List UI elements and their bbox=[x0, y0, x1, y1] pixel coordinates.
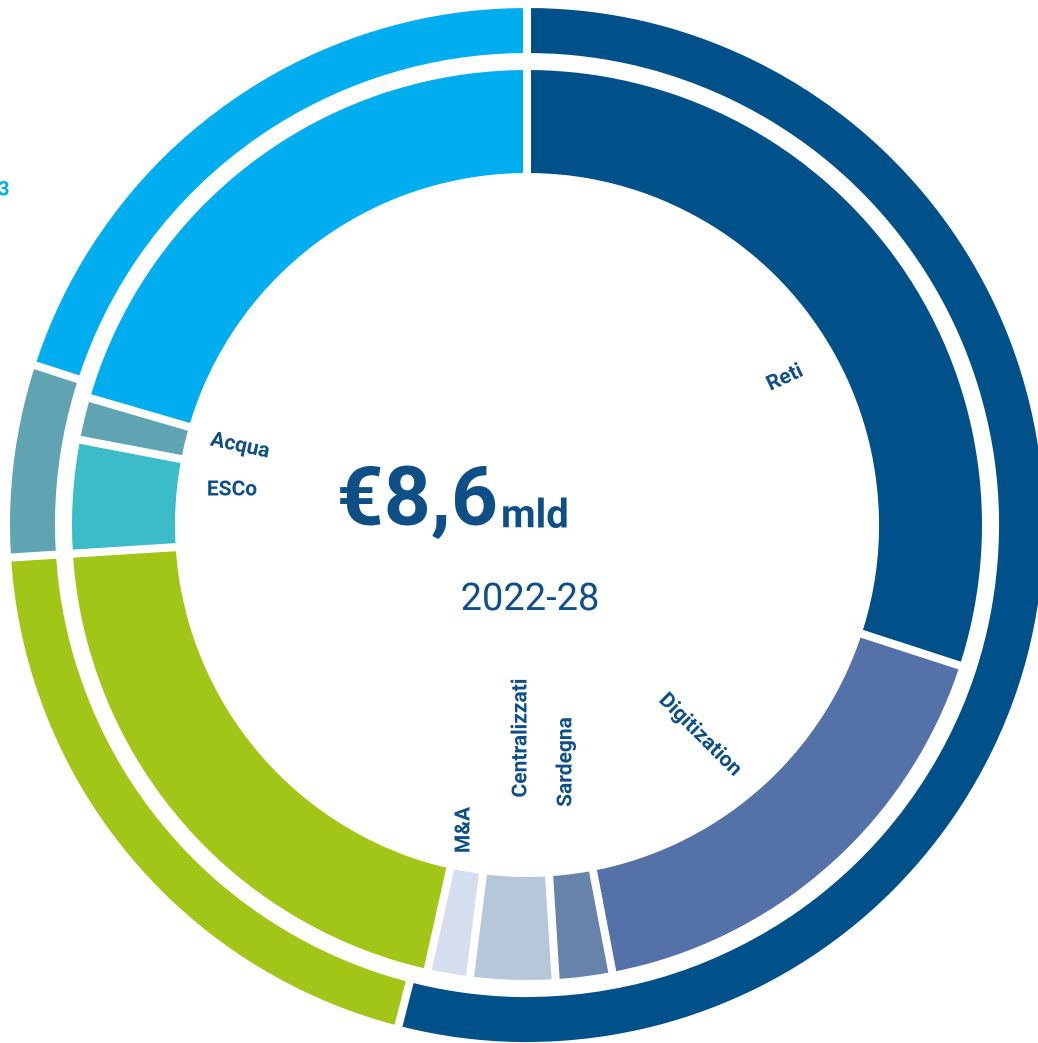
segment-label: Centralizzati bbox=[509, 679, 533, 798]
segment-label: Reti bbox=[763, 359, 807, 397]
center-unit: mld bbox=[501, 491, 569, 538]
center-value: €8,6 bbox=[337, 450, 498, 546]
inner-segment bbox=[81, 61, 531, 433]
inner-segment bbox=[64, 542, 456, 978]
segment-label: Digitization bbox=[654, 688, 747, 781]
partial-text: 3 bbox=[0, 176, 9, 200]
segment-label: ESCo bbox=[207, 478, 257, 502]
segment-label: M&A bbox=[452, 806, 476, 853]
outer-segment bbox=[26, 0, 531, 386]
subtitle: 2022-28 bbox=[461, 576, 600, 620]
segment-label: Sardegna bbox=[554, 717, 578, 807]
inner-segment bbox=[523, 61, 990, 672]
segment-label: Acqua bbox=[208, 428, 272, 464]
